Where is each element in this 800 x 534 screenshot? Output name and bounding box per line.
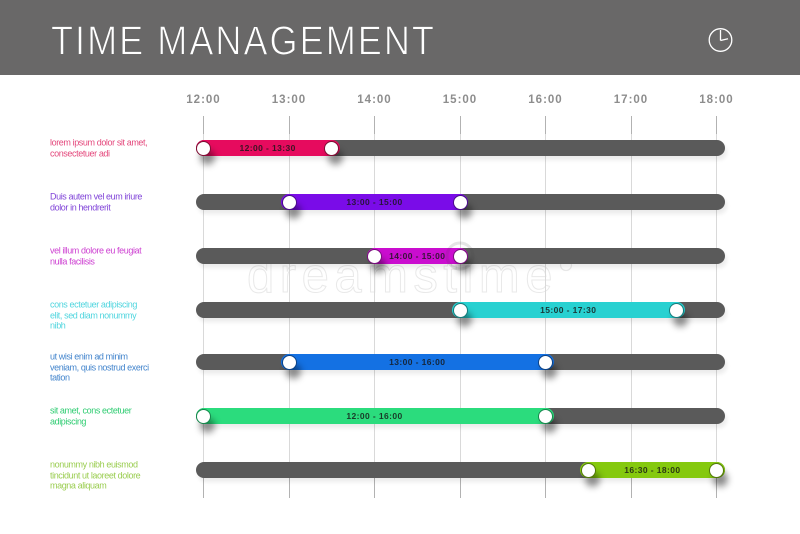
svg-text:TIME MANAGEMENT: TIME MANAGEMENT (51, 18, 434, 64)
